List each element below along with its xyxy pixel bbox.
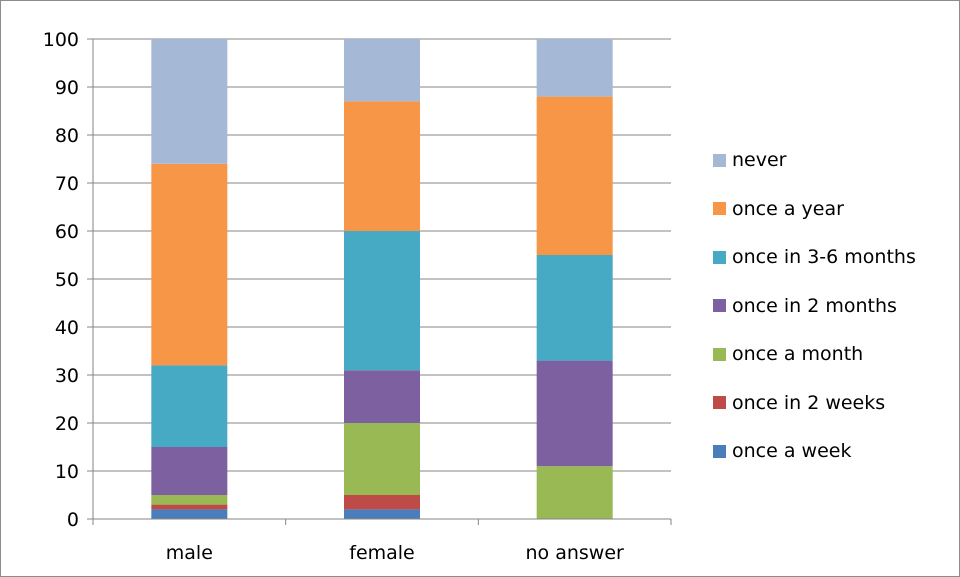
bar-segment	[344, 370, 420, 423]
category-label: no answer	[525, 542, 624, 564]
legend-label: once in 3-6 months	[732, 246, 916, 269]
y-tick-label: 0	[67, 509, 79, 531]
bar-segment	[344, 39, 420, 102]
axes	[92, 39, 672, 525]
legend-label: once in 2 months	[732, 294, 897, 317]
legend-label: once in 2 weeks	[732, 391, 886, 414]
y-tick-label: 70	[55, 173, 79, 195]
bar-segment	[536, 360, 613, 467]
y-tick-label: 10	[55, 461, 79, 483]
bar-segment	[151, 509, 228, 519]
bar-segment	[151, 447, 228, 495]
legend-label: never	[732, 149, 787, 172]
y-tick-label: 20	[55, 413, 79, 435]
category-label: male	[166, 542, 213, 564]
legend-swatch	[713, 299, 726, 313]
legend-item: once in 3-6 months	[713, 233, 916, 282]
y-tick-label: 50	[55, 269, 79, 291]
legend-item: once a year	[713, 185, 916, 234]
bar-segment	[344, 231, 420, 371]
legend-label: once a week	[732, 440, 852, 463]
legend-item: once a month	[713, 330, 916, 379]
legend-label: once a year	[732, 197, 844, 220]
legend-swatch	[713, 396, 726, 410]
bar-segment	[344, 495, 420, 510]
bar-segment	[344, 423, 420, 495]
legend-item: never	[713, 136, 916, 185]
bar-segment	[536, 39, 613, 97]
y-tick-label: 30	[55, 365, 79, 387]
bar-segment	[151, 504, 228, 510]
legend-swatch	[713, 250, 726, 264]
bar-segment	[151, 365, 228, 447]
y-tick-label: 40	[55, 317, 79, 339]
legend-label: once a month	[732, 343, 864, 366]
legend: never once a year once in 3-6 months once i…	[713, 136, 916, 476]
y-tick-label: 80	[55, 125, 79, 147]
y-tick-labels: 0 10 20 30 40 50 60 70 80 90 100	[43, 29, 79, 531]
bar-segment	[151, 39, 228, 164]
bar-segment	[536, 255, 613, 361]
y-tick-label: 100	[43, 29, 79, 51]
bar-segment	[151, 163, 228, 366]
bar-segment	[536, 96, 613, 255]
y-tick-label: 90	[55, 77, 79, 99]
category-label: female	[349, 542, 415, 564]
bar-segment	[536, 466, 613, 519]
y-tick-label: 60	[55, 221, 79, 243]
legend-item: once a week	[713, 427, 916, 476]
bar-segment	[151, 495, 228, 505]
legend-item: once in 2 weeks	[713, 379, 916, 428]
bars	[151, 39, 613, 519]
legend-swatch	[713, 444, 726, 458]
category-labels: male female no answer	[166, 542, 624, 564]
legend-swatch	[713, 202, 726, 216]
bar-segment	[344, 509, 420, 519]
legend-item: once in 2 months	[713, 282, 916, 331]
legend-swatch	[713, 347, 726, 361]
bar-segment	[344, 101, 420, 232]
legend-swatch	[713, 153, 726, 167]
